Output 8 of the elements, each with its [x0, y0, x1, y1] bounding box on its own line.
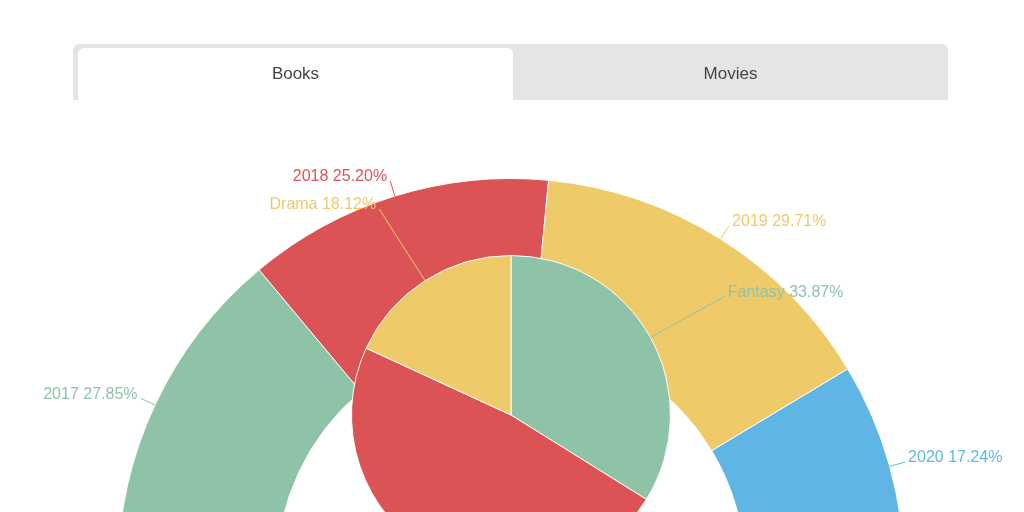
- slice-label: Fantasy 33.87%: [727, 282, 844, 300]
- slice-label: Drama 18.12%: [269, 195, 377, 213]
- slice-label: 2020 17.24%: [908, 448, 1003, 466]
- slice-label: 2019 29.71%: [732, 211, 827, 229]
- slice-label: 2018 25.20%: [292, 167, 388, 185]
- text: Movies: [703, 64, 758, 84]
- text: Books: [271, 64, 320, 84]
- slice-label: 2017 27.85%: [43, 384, 138, 402]
